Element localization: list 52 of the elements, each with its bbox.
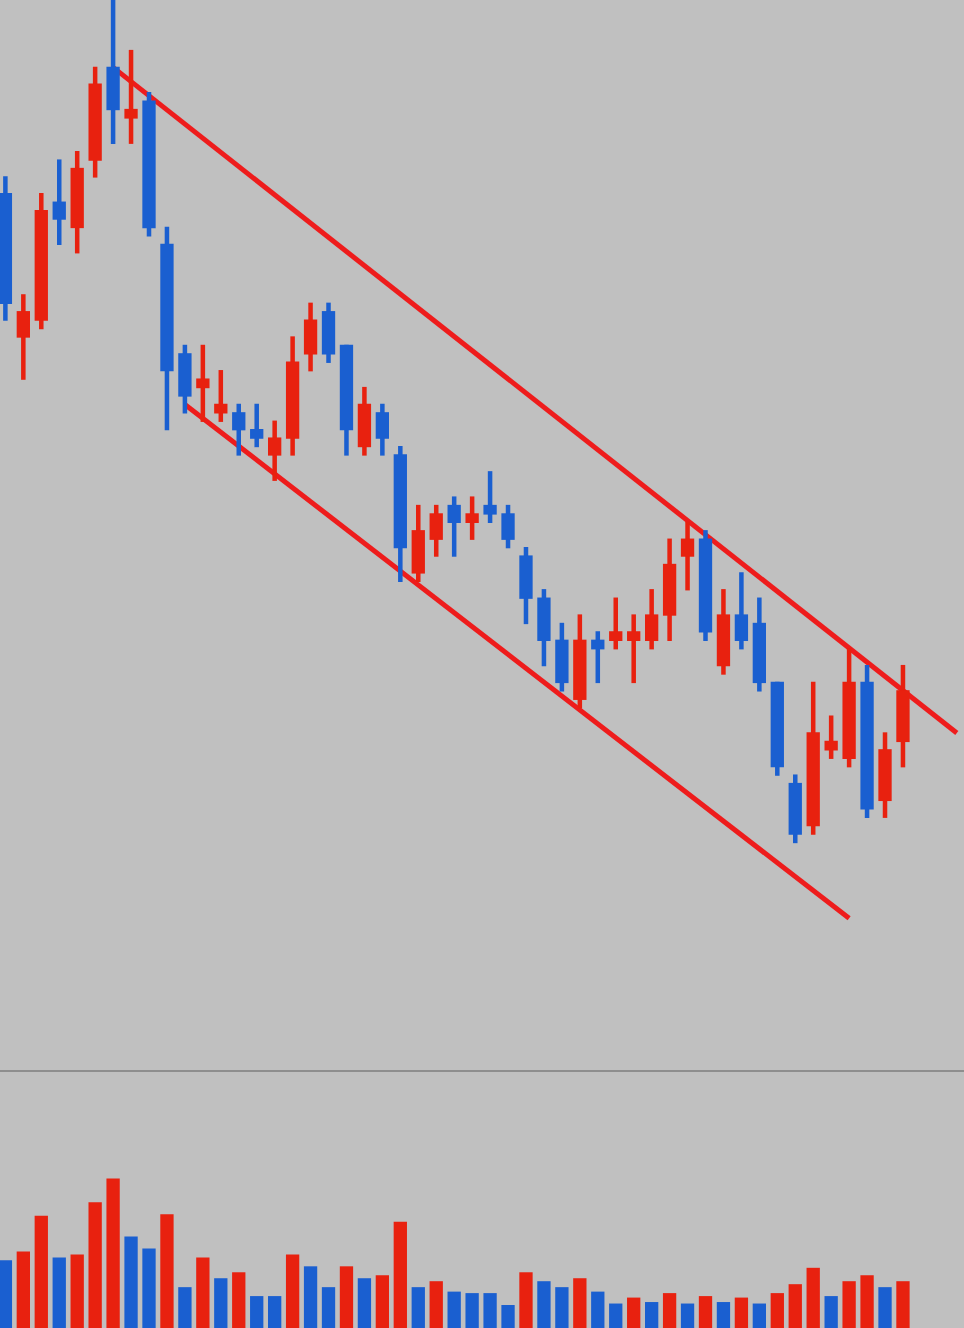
bar xyxy=(896,1281,910,1328)
bar xyxy=(88,1202,102,1328)
bar xyxy=(555,1287,569,1328)
bar xyxy=(842,1281,856,1328)
bar xyxy=(34,1215,48,1328)
bar xyxy=(788,1284,802,1328)
bar xyxy=(824,1296,838,1328)
bar xyxy=(447,1291,461,1328)
candlestick xyxy=(627,614,641,684)
bar xyxy=(698,1296,713,1328)
bar xyxy=(519,1272,533,1328)
bar xyxy=(644,1302,659,1328)
bar xyxy=(591,1291,605,1328)
bar xyxy=(250,1296,264,1328)
bar xyxy=(357,1278,372,1328)
bar xyxy=(770,1293,784,1328)
bar xyxy=(268,1296,282,1328)
bar xyxy=(285,1254,300,1328)
bar xyxy=(878,1287,892,1328)
bar xyxy=(393,1221,407,1328)
bar xyxy=(303,1266,318,1328)
bar xyxy=(860,1275,874,1328)
bar xyxy=(734,1297,749,1328)
bar xyxy=(501,1305,515,1328)
bar xyxy=(411,1287,425,1328)
bar xyxy=(339,1266,354,1328)
bar xyxy=(196,1257,210,1328)
bar xyxy=(52,1257,66,1328)
bar xyxy=(70,1254,84,1328)
bar xyxy=(573,1278,587,1328)
bar xyxy=(483,1293,497,1328)
bar xyxy=(0,1260,13,1328)
bar xyxy=(124,1236,138,1328)
bar xyxy=(537,1281,551,1328)
bar xyxy=(16,1251,30,1328)
bar xyxy=(321,1287,336,1328)
bar xyxy=(375,1275,390,1328)
bar xyxy=(429,1281,443,1328)
bar xyxy=(716,1302,731,1328)
bar xyxy=(232,1272,246,1328)
bar xyxy=(680,1303,695,1328)
bar xyxy=(142,1248,156,1328)
bar xyxy=(609,1303,623,1328)
bar xyxy=(465,1293,479,1328)
bar xyxy=(178,1287,192,1328)
bar xyxy=(160,1214,174,1328)
bar xyxy=(806,1267,820,1328)
bar xyxy=(214,1278,228,1328)
bar xyxy=(627,1297,641,1328)
bar xyxy=(752,1303,767,1328)
bar xyxy=(106,1178,120,1328)
bar xyxy=(662,1293,677,1328)
